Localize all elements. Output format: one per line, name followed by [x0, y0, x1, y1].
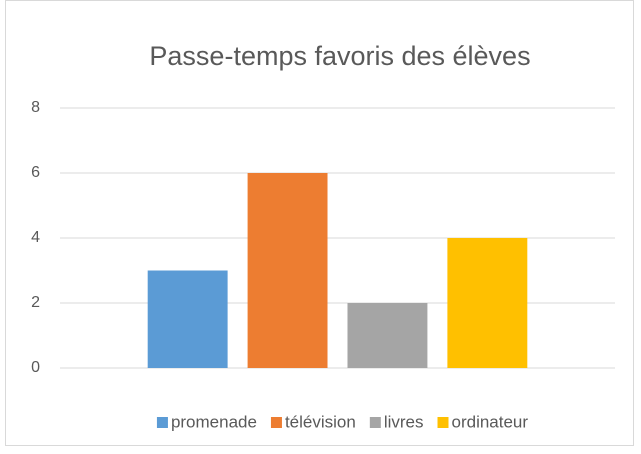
bar: [347, 303, 428, 368]
legend-label: ordinateur: [452, 412, 529, 431]
bar: [447, 238, 528, 368]
bar: [247, 173, 328, 368]
legend-swatch: [156, 417, 168, 428]
legend-label: livres: [384, 412, 424, 431]
y-tick-label: 2: [31, 294, 40, 311]
legend-label: promenade: [171, 412, 257, 431]
legend-swatch: [369, 417, 381, 428]
bar: [147, 270, 228, 368]
y-tick-label: 4: [31, 229, 40, 246]
y-tick-label: 8: [31, 99, 40, 116]
y-tick-label: 6: [31, 164, 40, 181]
legend-swatch: [437, 417, 449, 428]
y-tick-label: 0: [31, 359, 40, 376]
chart-title: Passe-temps favoris des élèves: [149, 41, 530, 71]
legend-swatch: [270, 417, 282, 428]
legend-label: télévision: [285, 412, 356, 431]
